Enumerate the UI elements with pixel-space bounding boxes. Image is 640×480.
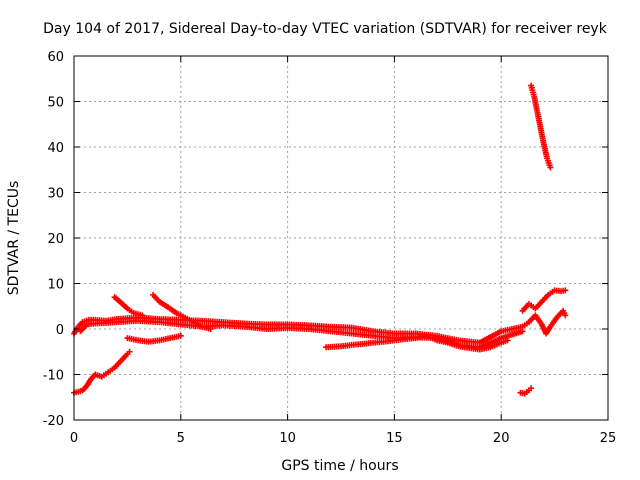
x-tick-label: 20 (493, 431, 510, 446)
data-point-marker (562, 287, 569, 294)
series-early-peak-a (111, 294, 146, 319)
data-point-marker (504, 337, 511, 344)
x-tick-label: 5 (177, 431, 185, 446)
series-early-peak-b (150, 291, 214, 332)
x-axis-label: GPS time / hours (281, 458, 398, 474)
data-point-marker (139, 312, 146, 319)
series-mid-lower-segment (124, 332, 184, 345)
x-tick-label: 0 (70, 431, 78, 446)
y-tick-label: 60 (47, 50, 64, 65)
data-point-marker (562, 312, 569, 319)
series-lower-segment (323, 332, 511, 353)
data-point-marker (177, 332, 184, 339)
series-late-upper-cluster (519, 287, 569, 314)
y-tick-label: 40 (47, 141, 64, 156)
y-tick-label: -20 (43, 414, 64, 429)
data-point-marker (126, 348, 133, 355)
series-rising-segment (71, 348, 133, 396)
y-tick-label: 20 (47, 232, 64, 247)
x-tick-label: 10 (279, 431, 296, 446)
y-tick-label: 30 (47, 187, 64, 202)
series-late-lower-cluster (519, 307, 569, 337)
y-tick-label: 0 (56, 323, 64, 338)
chart-title: Day 104 of 2017, Sidereal Day-to-day VTE… (43, 21, 608, 37)
y-tick-label: 50 (47, 96, 64, 111)
data-point-marker (528, 385, 535, 392)
series-late-isolated (517, 385, 535, 397)
grid (74, 56, 608, 420)
axis-ticks: -20 -10 0 10 20 30 40 50 60 0 5 10 15 20 25 (43, 50, 617, 446)
y-tick-label: 10 (47, 278, 64, 293)
x-tick-label: 15 (386, 431, 403, 446)
y-axis-label: SDTVAR / TECUs (6, 181, 22, 296)
y-tick-label: -10 (43, 369, 64, 384)
x-tick-label: 25 (600, 431, 617, 446)
data-point-marker (207, 326, 214, 332)
data-series (71, 82, 569, 397)
series-late-high-segment (528, 82, 554, 171)
data-point-marker (547, 164, 554, 171)
